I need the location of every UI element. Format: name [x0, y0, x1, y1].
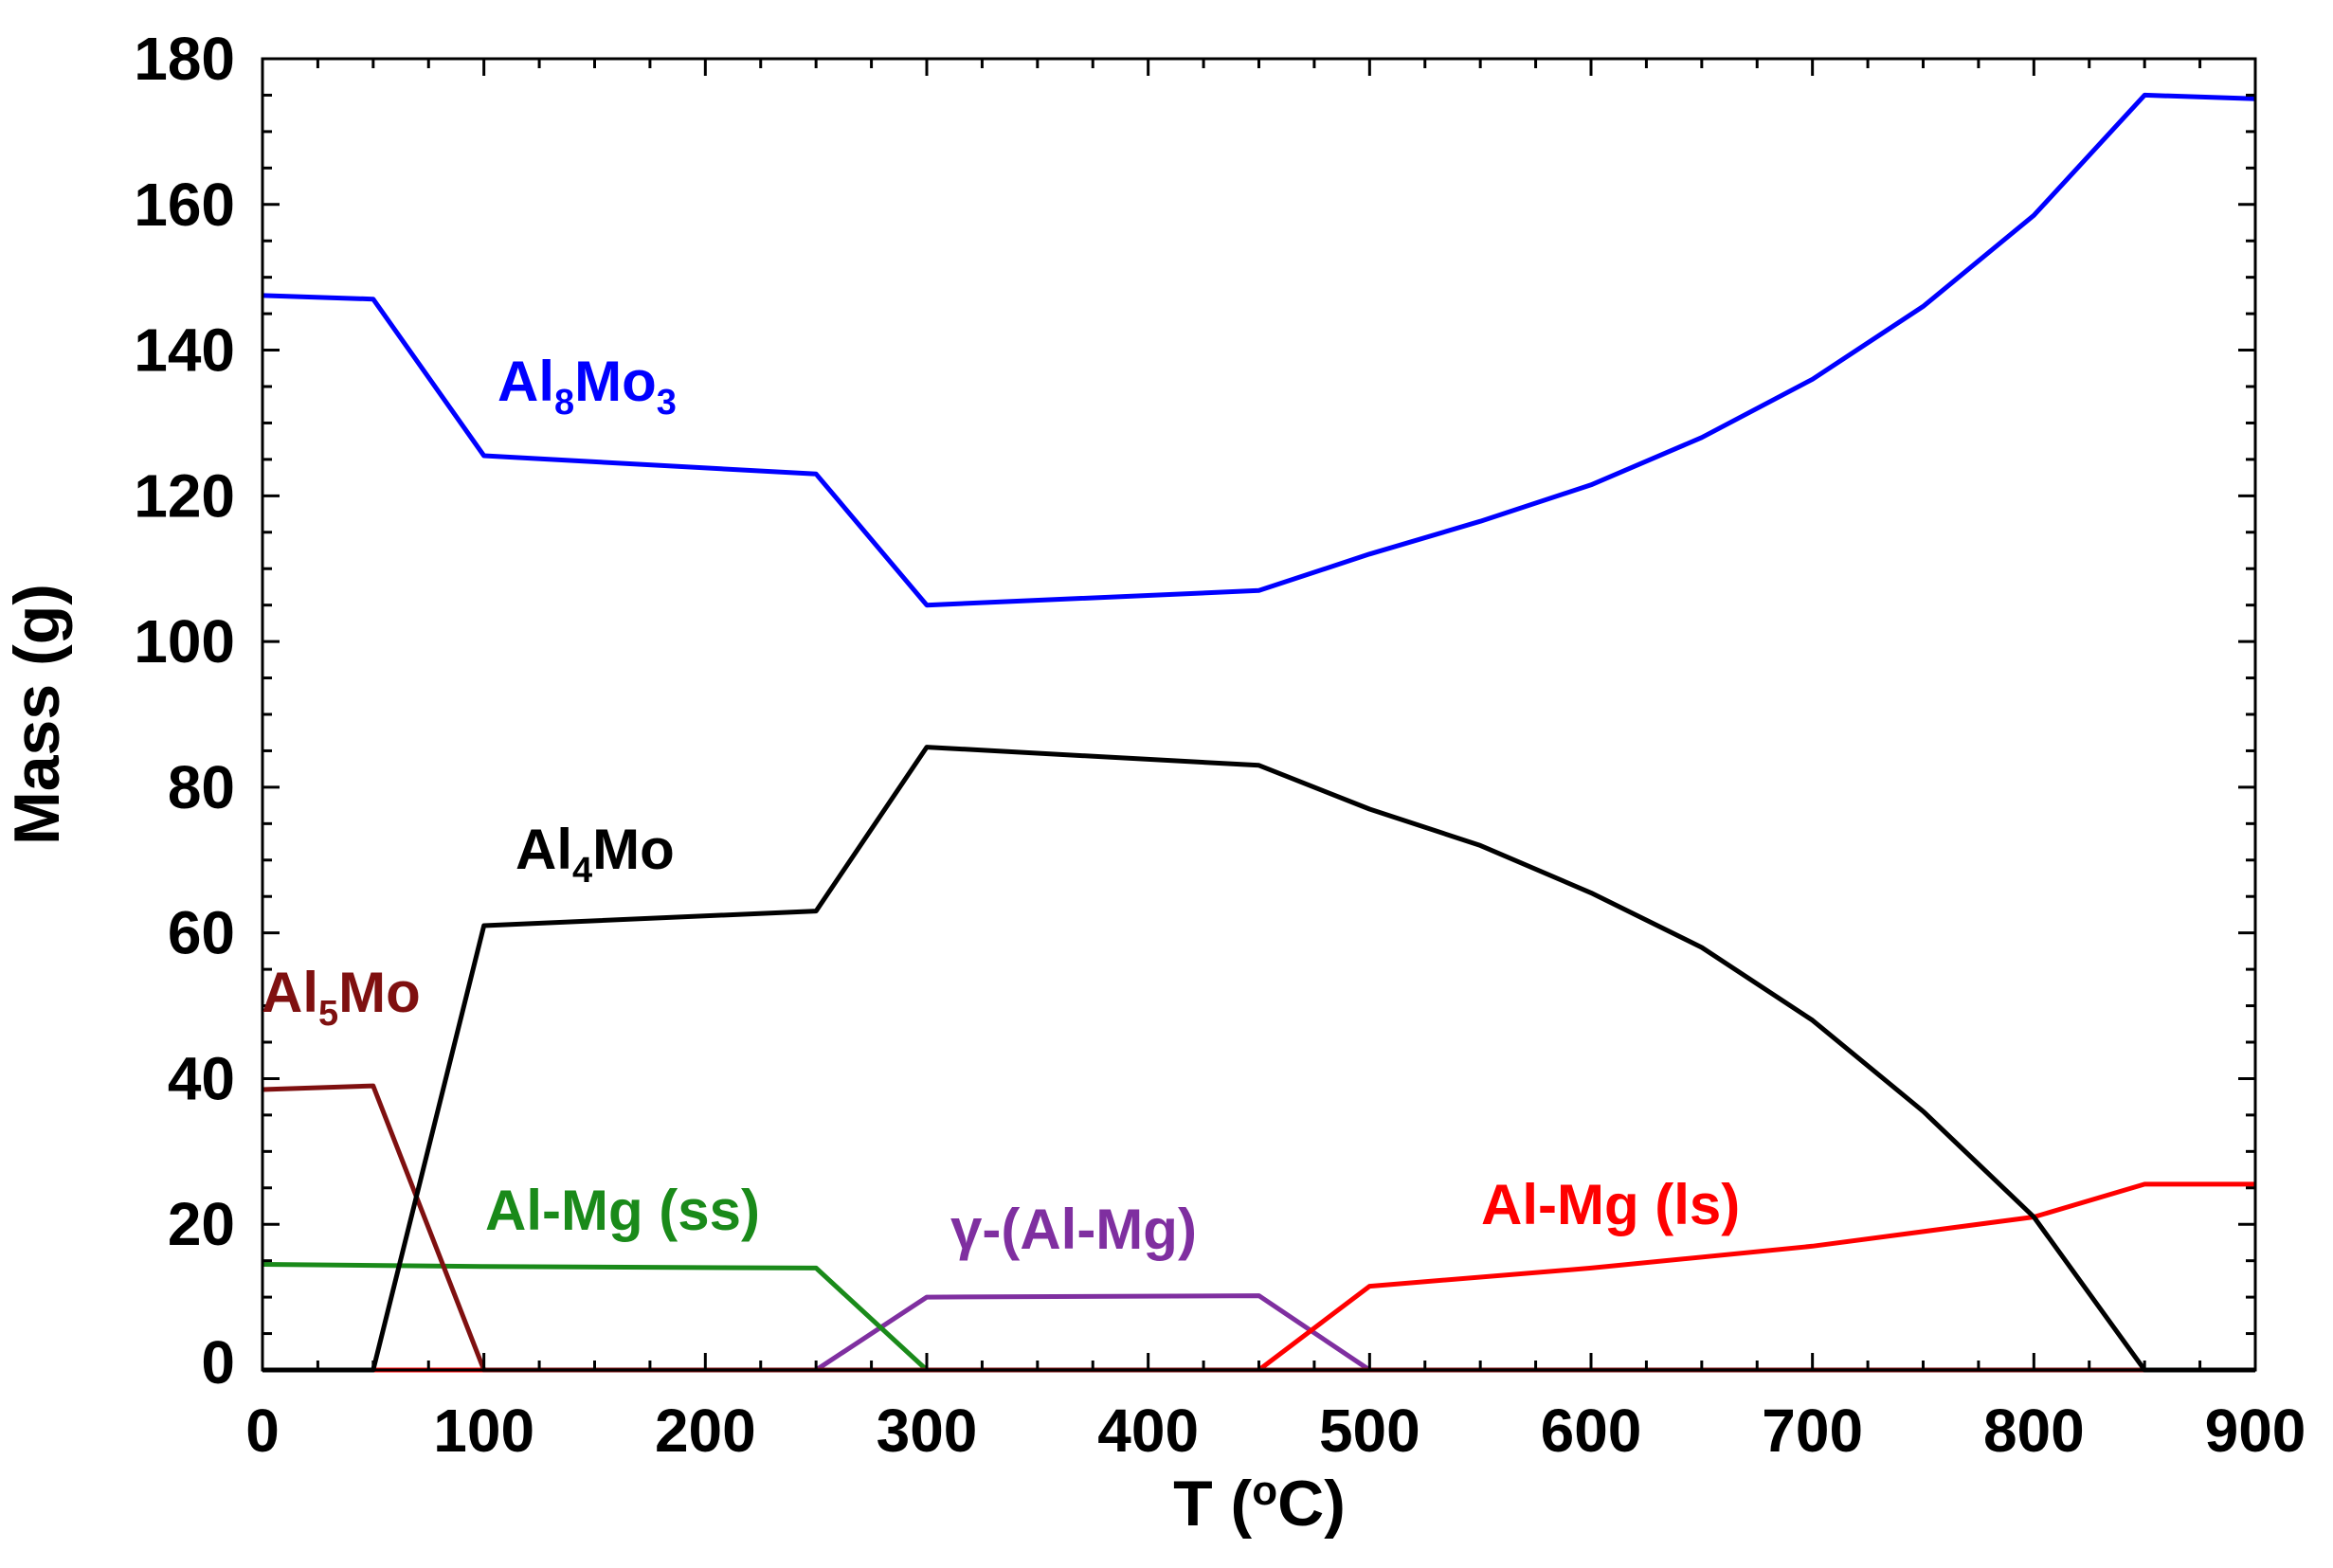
y-tick-label: 80: [168, 753, 235, 821]
y-tick-label: 160: [134, 171, 235, 239]
label-text: Al-Mg (ls): [1481, 1173, 1740, 1236]
y-tick-label: 60: [168, 899, 235, 967]
degree-symbol: o: [1252, 1468, 1277, 1514]
y-tick-label: 0: [201, 1328, 235, 1397]
x-axis-title-suffix: C): [1277, 1468, 1346, 1540]
label-subscript: 8: [554, 383, 574, 423]
y-tick-label: 20: [168, 1190, 235, 1258]
x-tick-label: 300: [877, 1397, 978, 1465]
x-tick-label: 500: [1319, 1397, 1420, 1465]
series-label-al5mo: Al5Mo: [262, 961, 421, 1034]
x-tick-label: 900: [2205, 1397, 2306, 1465]
series-label-al8mo3: Al8Mo3: [497, 350, 677, 423]
label-text: Mo: [338, 961, 421, 1024]
x-tick-label: 200: [655, 1397, 756, 1465]
label-text: Al-Mg (ss): [485, 1179, 760, 1242]
label-text: Al: [262, 961, 318, 1024]
label-text: Mo: [574, 350, 657, 413]
x-axis-title: T (oC): [1173, 1468, 1346, 1540]
x-tick-label: 100: [433, 1397, 534, 1465]
label-text: Mo: [592, 818, 675, 881]
x-axis-title-prefix: T (: [1173, 1468, 1252, 1540]
label-subscript: 5: [318, 994, 338, 1034]
series-line-al8mo3: [262, 92, 2256, 608]
label-text: γ-(Al-Mg): [950, 1198, 1197, 1261]
x-tick-label: 400: [1097, 1397, 1199, 1465]
x-tick-label: 600: [1541, 1397, 1642, 1465]
x-tick-label: 700: [1762, 1397, 1863, 1465]
label-subscript: 4: [572, 851, 592, 891]
series-label-al-mg-ss-: Al-Mg (ss): [485, 1179, 760, 1242]
series-label--al-mg-: γ-(Al-Mg): [950, 1198, 1197, 1261]
y-tick-label: 40: [168, 1044, 235, 1112]
label-text: Al: [515, 818, 572, 881]
y-tick-label: 140: [134, 316, 235, 385]
x-tick-label: 800: [1983, 1397, 2085, 1465]
y-tick-label: 180: [134, 25, 235, 93]
label-subscript: 3: [657, 383, 677, 423]
label-text: Al: [497, 350, 554, 413]
tick-layer: 0 100 200 300 400 500 600 700 800 900 0 20 40 60 80 100…: [134, 25, 2306, 1465]
series-line-al-mg-ls-: [262, 1181, 2255, 1373]
series-line-al4mo: [262, 745, 2255, 1373]
y-tick-label: 120: [134, 461, 235, 530]
y-axis-title: Mass (g): [1, 584, 73, 845]
series-label-al-mg-ls-: Al-Mg (ls): [1481, 1173, 1740, 1236]
y-tick-label: 100: [134, 607, 235, 676]
series-label-al4mo: Al4Mo: [515, 818, 675, 891]
x-tick-label: 0: [245, 1397, 280, 1465]
